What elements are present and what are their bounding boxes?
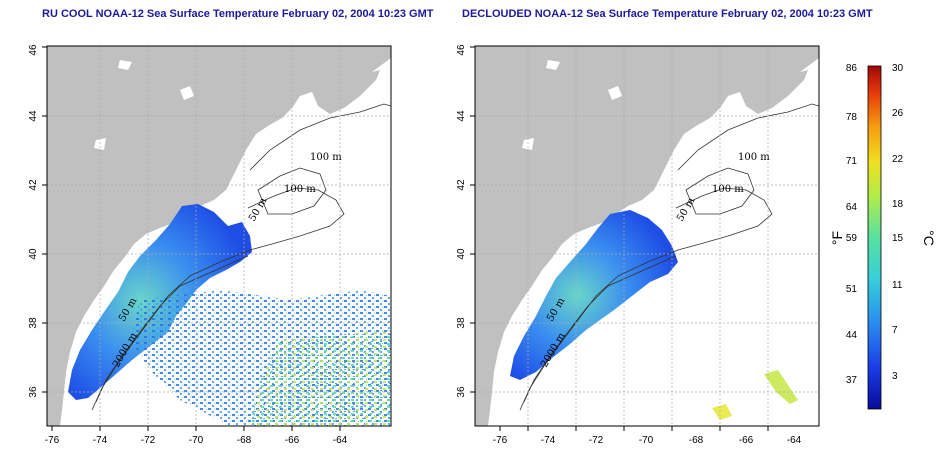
graticule <box>47 46 391 426</box>
c-tick-label: 7 <box>892 325 898 336</box>
f-tick-label: 51 <box>846 284 858 295</box>
contour-shelf <box>95 255 249 403</box>
nova-scotia <box>740 70 808 114</box>
land-mass <box>475 46 819 426</box>
y-tick-label: 44 <box>28 110 39 122</box>
x-tick-label: -72 <box>141 435 156 446</box>
c-tick-label: 22 <box>892 154 904 165</box>
sst-field <box>510 210 678 380</box>
x-tick-label: -68 <box>237 435 252 446</box>
contour-label: 100 m <box>310 152 342 163</box>
panel-1-y-ticks: 36 38 40 42 44 46 <box>28 44 39 398</box>
y-tick-label: 36 <box>28 386 39 398</box>
contour-100m-outer <box>677 103 819 171</box>
y-tick-label: 46 <box>28 44 39 56</box>
y-tick-label: 36 <box>456 386 467 398</box>
y-tick-label: 38 <box>28 317 39 329</box>
panel-2-y-ticks: 36 38 40 42 44 46 <box>456 44 467 398</box>
sst-warm-speckle <box>250 330 391 426</box>
x-tick-label: -74 <box>93 435 108 446</box>
panel-1-map: 100 m 100 m 50 m 50 m 2000 m -76 -74 -72… <box>28 44 392 446</box>
x-tick-label: -76 <box>493 435 508 446</box>
f-tick-label: 86 <box>846 63 858 74</box>
y-tick-label: 42 <box>28 179 39 191</box>
f-tick-label: 71 <box>846 156 858 167</box>
contour-100m-outer <box>249 103 391 171</box>
panel-2-x-ticks: -76 -74 -72 -70 -68 -66 -64 <box>493 435 802 446</box>
y-tick-label: 40 <box>28 248 39 260</box>
x-tick-label: -68 <box>689 435 704 446</box>
x-tick-label: -72 <box>589 435 604 446</box>
y-tick-label: 46 <box>456 44 467 56</box>
x-tick-label: -70 <box>189 435 204 446</box>
contour-label: 100 m <box>284 184 316 195</box>
colorbar: 86 78 71 64 59 51 44 37 30 26 22 18 15 1… <box>829 63 937 410</box>
y-tick-label: 44 <box>456 110 467 122</box>
panel-1-tick-marks <box>42 46 341 431</box>
x-tick-label: -66 <box>285 435 300 446</box>
land-mass <box>47 46 391 426</box>
x-tick-label: -76 <box>45 435 60 446</box>
celsius-unit: °C <box>921 230 937 246</box>
sst-warm-patch <box>712 404 732 420</box>
x-tick-label: -74 <box>541 435 556 446</box>
panel-2-title: DECLOUDED NOAA-12 Sea Surface Temperatur… <box>462 8 873 20</box>
c-tick-label: 30 <box>892 63 904 74</box>
celsius-ticks: 30 26 22 18 15 11 7 3 <box>892 63 904 382</box>
nova-scotia <box>312 70 380 114</box>
lakes <box>522 60 622 150</box>
c-tick-label: 15 <box>892 233 904 244</box>
x-tick-label: -70 <box>639 435 654 446</box>
panel-2-tick-marks <box>470 46 769 431</box>
y-tick-label: 40 <box>456 248 467 260</box>
graticule <box>475 46 819 426</box>
c-tick-label: 26 <box>892 108 904 119</box>
y-tick-label: 38 <box>456 317 467 329</box>
panel-1-frame <box>46 45 392 427</box>
contour-label: 100 m <box>712 184 744 195</box>
colorbar-ramp <box>867 65 882 410</box>
f-tick-label: 64 <box>846 202 858 213</box>
contour-shelf <box>523 255 677 403</box>
lakes <box>94 60 194 150</box>
f-tick-label: 78 <box>846 112 858 123</box>
f-tick-label: 44 <box>846 330 858 341</box>
panel-1-x-ticks: -76 -74 -72 -70 -68 -66 -64 <box>45 435 348 446</box>
sst-warm-patch <box>764 370 798 404</box>
contour-50m <box>257 167 327 215</box>
fahrenheit-ticks: 86 78 71 64 59 51 44 37 <box>846 63 858 386</box>
fahrenheit-unit: °F <box>829 231 845 245</box>
x-tick-label: -66 <box>739 435 754 446</box>
panel-2-map: 100 m 100 m 50 m 50 m 2000 m -76 -74 -72… <box>456 44 820 446</box>
f-tick-label: 37 <box>846 375 858 386</box>
x-tick-label: -64 <box>787 435 802 446</box>
f-tick-label: 59 <box>846 233 858 244</box>
y-tick-label: 42 <box>456 179 467 191</box>
contour-2000m <box>519 249 679 411</box>
panel-2-frame <box>474 45 820 427</box>
panel-1-title: RU COOL NOAA-12 Sea Surface Temperature … <box>42 8 434 20</box>
contour-50m <box>685 167 755 215</box>
x-tick-label: -64 <box>333 435 348 446</box>
c-tick-label: 11 <box>892 280 903 291</box>
contour-label: 100 m <box>738 152 770 163</box>
c-tick-label: 18 <box>892 199 904 210</box>
c-tick-label: 3 <box>892 371 898 382</box>
contour-2000m <box>91 249 251 411</box>
